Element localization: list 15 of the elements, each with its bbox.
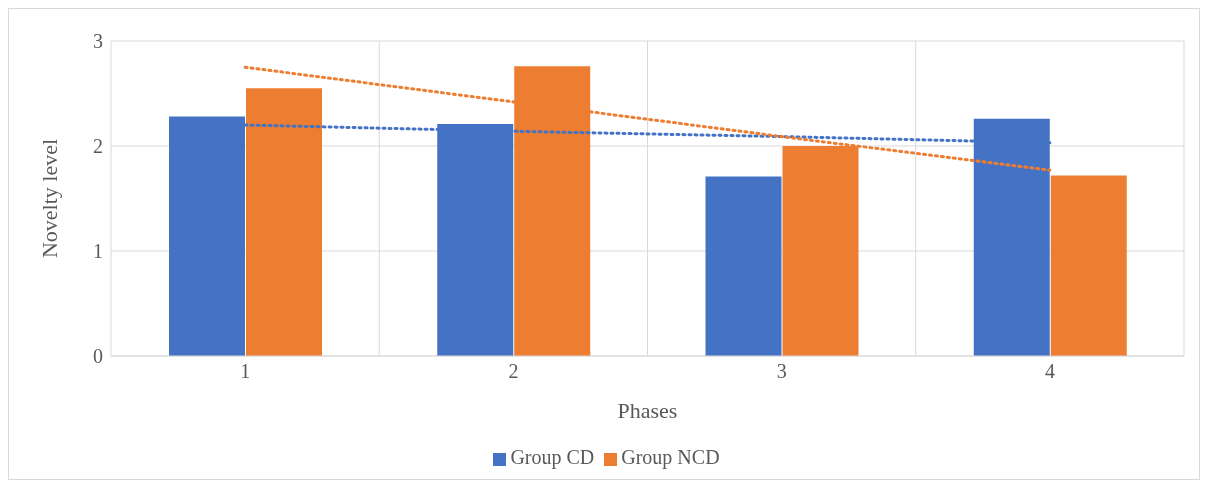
x-axis-title: Phases <box>617 398 678 423</box>
x-tick-label: 1 <box>240 360 251 383</box>
y-tick-label: 3 <box>93 30 103 53</box>
bar <box>246 88 322 356</box>
legend-label: Group NCD <box>621 446 720 468</box>
x-tick-label: 2 <box>508 360 519 383</box>
bar <box>705 176 782 356</box>
x-tick-label: 3 <box>776 360 787 383</box>
y-tick-label: 1 <box>93 240 103 263</box>
y-axis-title: Novelty level <box>36 138 62 259</box>
legend-label: Group CD <box>510 446 595 468</box>
bar <box>1050 175 1127 356</box>
y-tick-label: 2 <box>93 135 103 158</box>
x-tick-label: 4 <box>1044 360 1055 383</box>
y-tick-label: 0 <box>93 345 103 368</box>
